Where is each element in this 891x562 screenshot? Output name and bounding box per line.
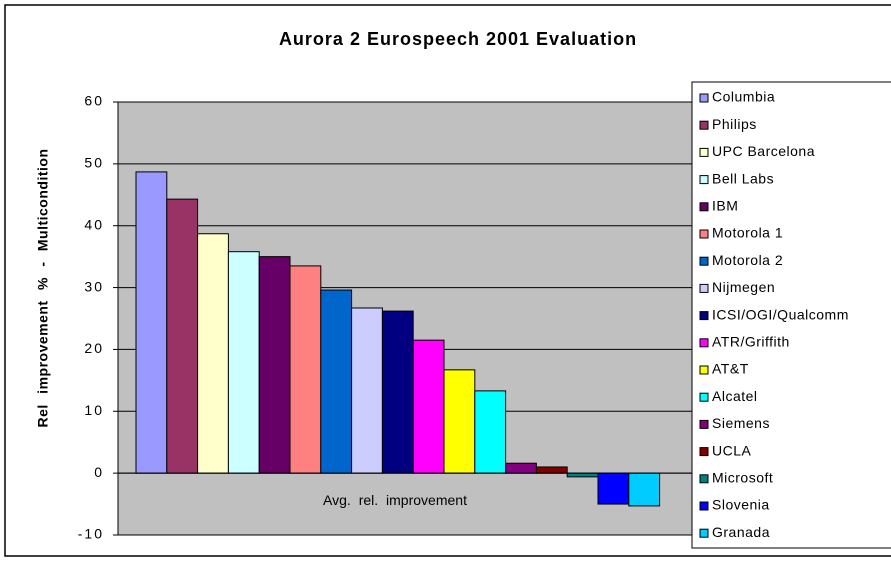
legend-swatch bbox=[699, 338, 709, 348]
legend-label: Slovenia bbox=[712, 497, 770, 513]
legend-label: Granada bbox=[712, 524, 770, 540]
y-tick-label: -10 bbox=[78, 526, 104, 542]
legend-swatch bbox=[699, 120, 709, 130]
legend-swatch bbox=[699, 202, 709, 212]
legend-swatch bbox=[699, 474, 709, 484]
legend-swatch bbox=[699, 229, 709, 239]
legend-swatch bbox=[699, 501, 709, 511]
legend-label: Philips bbox=[712, 116, 757, 132]
legend-box bbox=[691, 81, 891, 549]
bar bbox=[628, 472, 661, 507]
legend-swatch bbox=[699, 283, 709, 293]
bar bbox=[320, 289, 353, 474]
bar bbox=[135, 171, 168, 474]
legend-label: Motorola 2 bbox=[712, 252, 783, 268]
bar bbox=[381, 310, 414, 474]
x-tick-label: Avg. rel. improvement bbox=[323, 492, 467, 508]
legend-swatch bbox=[699, 93, 709, 103]
legend-label: Microsoft bbox=[712, 470, 773, 486]
legend-swatch bbox=[699, 311, 709, 321]
y-tick-label: 60 bbox=[84, 93, 104, 109]
legend-swatch bbox=[699, 528, 709, 538]
bar bbox=[597, 472, 630, 505]
legend-label: Nijmegen bbox=[712, 279, 775, 295]
y-tick-label: 0 bbox=[94, 464, 104, 480]
bar bbox=[258, 256, 291, 474]
legend-label: IBM bbox=[712, 198, 738, 214]
legend-label: Siemens bbox=[712, 415, 770, 431]
bar bbox=[351, 307, 383, 474]
y-tick-label: 10 bbox=[84, 402, 104, 418]
legend-swatch bbox=[699, 147, 709, 157]
legend-swatch bbox=[699, 447, 709, 457]
legend-swatch bbox=[699, 256, 709, 266]
legend-label: Alcatel bbox=[712, 388, 758, 404]
bar bbox=[227, 251, 260, 474]
legend-label: Bell Labs bbox=[712, 170, 774, 186]
bar bbox=[535, 466, 568, 474]
chart-title: Aurora 2 Eurospeech 2001 Evaluation bbox=[279, 29, 637, 49]
y-tick-label: 40 bbox=[84, 216, 104, 232]
legend-swatch bbox=[699, 365, 709, 375]
legend-label: ATR/Griffith bbox=[712, 334, 790, 350]
legend-label: ICSI/OGI/Qualcomm bbox=[712, 306, 849, 322]
legend-label: UCLA bbox=[712, 442, 752, 458]
legend-label: Columbia bbox=[712, 89, 775, 105]
bar bbox=[166, 198, 199, 474]
bar bbox=[443, 369, 476, 474]
legend-label: Motorola 1 bbox=[712, 225, 783, 241]
legend-label: AT&T bbox=[712, 361, 749, 377]
y-axis-label: Rel improvement % - Multicondition bbox=[35, 148, 51, 427]
y-tick-label: 20 bbox=[84, 340, 104, 356]
y-tick-label: 50 bbox=[84, 155, 104, 171]
y-tick-label: 30 bbox=[84, 278, 104, 294]
legend-swatch bbox=[699, 392, 709, 402]
bar bbox=[474, 390, 507, 474]
bar bbox=[566, 472, 599, 478]
legend-swatch bbox=[699, 419, 709, 429]
bar bbox=[505, 462, 537, 474]
legend-swatch bbox=[699, 175, 709, 185]
bar bbox=[412, 339, 445, 474]
bar bbox=[289, 265, 322, 474]
bar bbox=[197, 233, 229, 474]
legend-label: UPC Barcelona bbox=[712, 143, 815, 159]
